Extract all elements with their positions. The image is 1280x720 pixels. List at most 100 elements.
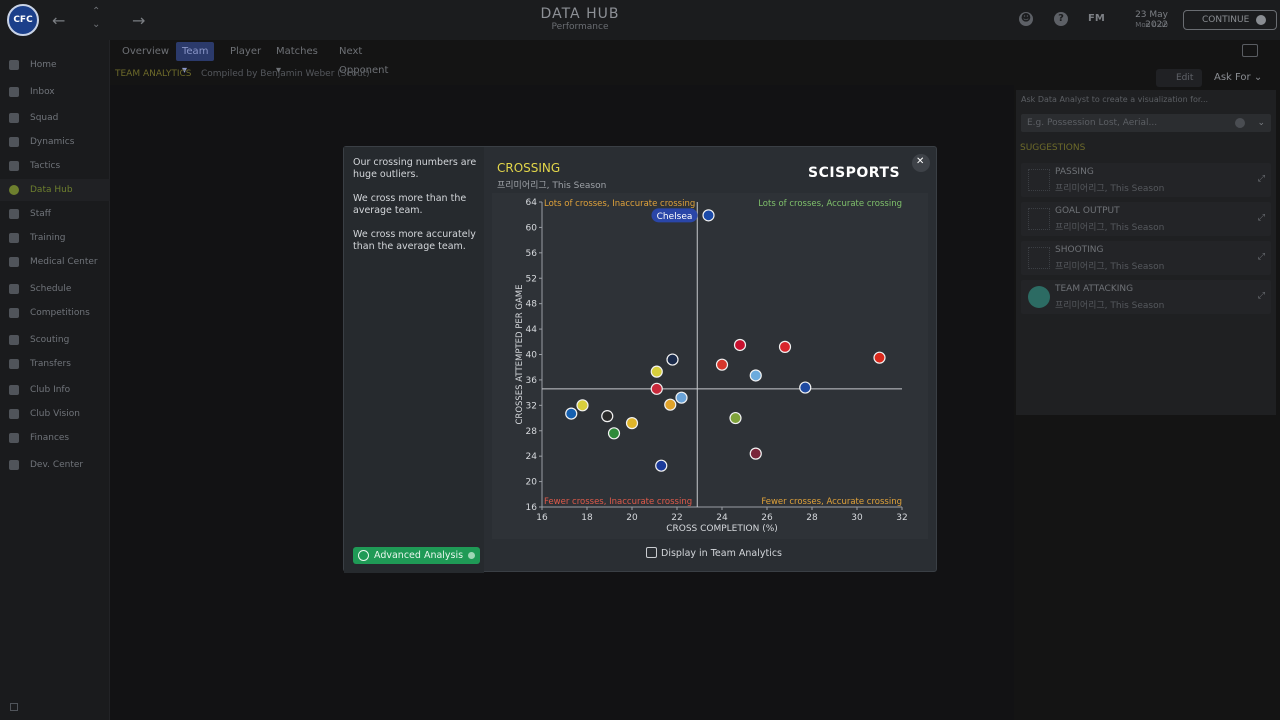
expand-icon[interactable]: ⤢ [1257,291,1265,301]
club-crest-point [650,382,663,395]
layout-grid-icon[interactable] [1242,44,1258,57]
up-down-arrows-icon[interactable]: ⌃ ⌄ [92,6,101,30]
sidebar-item-dev-center[interactable]: Dev. Center [0,454,110,476]
visualization-search-input[interactable]: E.g. Possession Lost, Aerial... ⌄ [1021,114,1271,132]
insights-panel: Our crossing numbers are huge outliers. … [344,147,484,573]
insight-text: We cross more accurately than the averag… [353,229,476,252]
continue-label: CONTINUE [1202,15,1250,25]
tab-overview[interactable]: Overview [122,46,170,57]
sidebar-item-scouting[interactable]: Scouting [0,329,110,351]
sidebar-item-label: Dev. Center [30,460,84,470]
sidebar-item-dynamics[interactable]: Dynamics [0,131,110,153]
continue-button[interactable]: CONTINUE [1183,10,1277,30]
sidebar-item-squad[interactable]: Squad [0,107,110,129]
tab-next-opponent[interactable]: Next Opponent ▾ [339,46,389,95]
suggestion-goal-output[interactable]: GOAL OUTPUT 프리미어리그, This Season ⤢ [1021,202,1271,236]
suggestions-heading: SUGGESTIONS [1020,143,1086,153]
club-crest-point [749,369,762,382]
plus-circle-icon [358,550,369,561]
sidebar-item-transfers[interactable]: Transfers [0,353,110,375]
expand-icon[interactable]: ⤢ [1257,252,1265,262]
y-tick-label: 40 [526,351,538,361]
suggestion-title: SHOOTING [1055,245,1104,255]
sidebar-item-inbox[interactable]: Inbox [0,81,110,103]
tactics-icon [9,161,19,171]
sidebar-item-home[interactable]: Home [0,54,110,76]
inbox-icon [9,87,19,97]
quadrant-bottom-left-label: Fewer crosses, Inaccurate crossing [544,497,692,507]
sidebar-item-tactics[interactable]: Tactics [0,155,110,177]
chevron-down-icon[interactable]: ⌄ [1257,118,1265,128]
current-date: 23 May 2022 [1135,10,1168,30]
sidebar-item-finances[interactable]: Finances [0,427,110,449]
page-title: DATA HUB [540,6,620,22]
y-tick-label: 36 [526,376,538,386]
x-tick-label: 20 [626,513,638,523]
x-tick-label: 24 [716,513,728,523]
close-icon[interactable] [912,154,930,172]
sidebar-item-training[interactable]: Training [0,227,110,249]
fm-logo[interactable]: FM [1088,13,1105,24]
display-in-team-analytics-checkbox[interactable]: Display in Team Analytics [646,547,782,559]
sidebar-item-club-info[interactable]: Club Info [0,379,110,401]
forward-arrow-icon[interactable]: → [132,11,146,30]
sidebar-item-label: Squad [30,113,59,123]
sidebar-item-label: Transfers [30,359,71,369]
club-crest-point [675,391,688,404]
suggestion-passing[interactable]: PASSING 프리미어리그, This Season ⤢ [1021,163,1271,197]
search-placeholder: E.g. Possession Lost, Aerial... [1027,118,1158,128]
suggestion-subtitle: 프리미어리그, This Season [1055,301,1165,311]
ask-for-dropdown[interactable]: Ask For ⌄ [1214,72,1262,83]
calendar-icon [9,284,19,294]
suggestion-subtitle: 프리미어리그, This Season [1055,223,1165,233]
club-crest-point [733,338,747,352]
suggestion-shooting[interactable]: SHOOTING 프리미어리그, This Season ⤢ [1021,241,1271,275]
clear-icon[interactable] [1235,118,1245,128]
advanced-analysis-button[interactable]: Advanced Analysis [353,547,480,564]
tab-team[interactable]: Team ▾ [176,42,215,76]
sidebar-item-medical-center[interactable]: Medical Center [0,251,110,273]
sidebar-item-label: Home [30,60,57,70]
suggestion-team-attacking[interactable]: TEAM ATTACKING 프리미어리그, This Season ⤢ [1021,280,1271,314]
sidebar-item-staff[interactable]: Staff [0,203,110,225]
club-crest-point [601,410,614,423]
advanced-analysis-label: Advanced Analysis [374,550,464,561]
club-crest-point [565,407,578,420]
sidebar-item-label: Schedule [30,284,72,294]
club-badge-icon[interactable]: CFC [7,4,39,36]
tab-matches[interactable]: Matches ▾ [276,46,318,76]
tab-player[interactable]: Player [230,46,262,57]
quadrant-bottom-right-label: Fewer crosses, Accurate crossing [761,497,902,507]
expand-icon[interactable]: ⤢ [1257,174,1265,184]
skull-icon[interactable]: ☻ [1019,12,1033,26]
chevron-down-icon: ⌄ [1253,72,1263,83]
edit-button[interactable]: Edit [1156,69,1202,87]
x-axis-label: CROSS COMPLETION (%) [666,524,778,534]
back-arrow-icon[interactable]: ← [52,11,66,30]
compiled-by-label: Compiled by Benjamin Weber (Scout) [201,69,370,79]
y-tick-label: 20 [526,478,538,488]
expand-icon[interactable]: ⤢ [1257,213,1265,223]
club-crest-point [576,399,589,412]
dynamics-icon [9,137,19,147]
suggestion-subtitle: 프리미어리그, This Season [1055,184,1165,194]
sidebar-item-label: Training [30,233,66,243]
dev-center-icon [9,460,19,470]
sidebar-item-club-vision[interactable]: Club Vision [0,403,110,425]
scisports-logo: SCISPORTS [808,165,901,181]
sidebar-item-label: Staff [30,209,51,219]
y-tick-label: 60 [526,223,538,233]
collapse-sidebar-icon[interactable] [10,703,18,711]
club-crest-point [778,340,792,353]
help-icon[interactable]: ? [1054,12,1068,26]
sidebar-item-competitions[interactable]: Competitions [0,302,110,324]
sidebar: Home Inbox Squad Dynamics Tactics Data H… [0,40,110,720]
suggestion-title: PASSING [1055,167,1094,177]
sidebar-item-data-hub[interactable]: Data Hub [0,179,110,201]
sidebar-item-label: Competitions [30,308,90,318]
quadrant-top-left-label: Lots of crosses, Inaccurate crossing [544,199,695,209]
x-tick-label: 16 [536,513,548,523]
x-tick-label: 28 [806,513,818,523]
sidebar-item-schedule[interactable]: Schedule [0,278,110,300]
info-icon[interactable] [468,552,475,559]
